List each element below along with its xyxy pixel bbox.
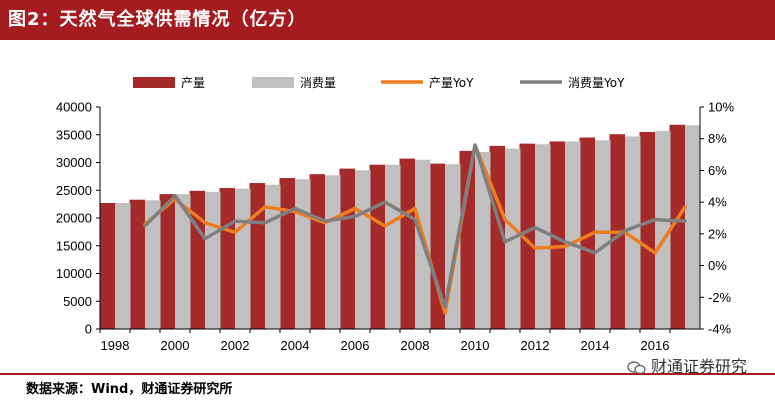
right-tick-label: 4% bbox=[708, 195, 727, 210]
left-tick-label: 40000 bbox=[56, 100, 92, 115]
legend-swatch bbox=[133, 77, 175, 88]
source-note: 数据来源：Wind，财通证券研究所 bbox=[26, 382, 233, 397]
x-tick-label: 2014 bbox=[581, 338, 610, 353]
legend-item: 产量YoY bbox=[381, 76, 474, 90]
left-tick-label: 20000 bbox=[56, 211, 92, 226]
left-tick-label: 0 bbox=[85, 322, 92, 337]
bar-production bbox=[339, 168, 355, 329]
line-consumption-yoy bbox=[143, 143, 687, 309]
chart-title: 图2：天然气全球供需情况（亿方） bbox=[8, 9, 307, 30]
bar-production bbox=[279, 178, 295, 329]
right-tick-label: 2% bbox=[708, 226, 727, 241]
bar-production bbox=[159, 194, 175, 329]
footer-divider bbox=[0, 373, 775, 375]
bar-production bbox=[669, 124, 685, 329]
x-tick-label: 2004 bbox=[281, 338, 310, 353]
bar-consumption bbox=[205, 191, 221, 329]
left-tick-label: 10000 bbox=[56, 266, 92, 281]
x-tick-label: 2008 bbox=[401, 338, 430, 353]
bar-consumption bbox=[175, 194, 191, 329]
bar-production bbox=[549, 141, 565, 329]
bar-production bbox=[579, 137, 595, 329]
bar-production bbox=[129, 199, 145, 329]
right-tick-label: 0% bbox=[708, 258, 727, 273]
legend-label: 消费量YoY bbox=[568, 76, 625, 90]
watermark: 财通证券研究 bbox=[627, 356, 747, 378]
line-production-yoy bbox=[143, 143, 687, 315]
x-tick-label: 2016 bbox=[641, 338, 670, 353]
bar-production bbox=[189, 190, 205, 329]
bar-production bbox=[249, 183, 265, 329]
bar-consumption bbox=[625, 136, 641, 329]
x-tick-label: 2006 bbox=[341, 338, 370, 353]
legend-label: 产量YoY bbox=[429, 76, 474, 90]
bar-consumption bbox=[295, 179, 311, 329]
legend-label: 产量 bbox=[181, 76, 205, 90]
bar-consumption bbox=[385, 164, 401, 329]
bar-consumption bbox=[325, 175, 341, 329]
bar-production bbox=[99, 203, 115, 329]
x-tick-label: 2010 bbox=[461, 338, 490, 353]
title-bar: 图2：天然气全球供需情况（亿方） bbox=[0, 0, 775, 40]
left-tick-label: 30000 bbox=[56, 155, 92, 170]
bar-consumption bbox=[355, 170, 371, 329]
left-tick-label: 35000 bbox=[56, 127, 92, 142]
left-tick-label: 5000 bbox=[63, 294, 92, 309]
bar-production bbox=[429, 163, 445, 329]
right-tick-label: -4% bbox=[708, 322, 732, 337]
bar-consumption bbox=[535, 144, 551, 329]
bar-consumption bbox=[145, 200, 161, 329]
bar-consumption bbox=[655, 130, 671, 329]
x-tick-label: 2000 bbox=[161, 338, 190, 353]
x-tick-label: 2002 bbox=[221, 338, 250, 353]
right-tick-label: -2% bbox=[708, 290, 732, 305]
bar-consumption bbox=[235, 188, 251, 329]
bar-production bbox=[309, 174, 325, 329]
bar-consumption bbox=[565, 141, 581, 329]
wechat-icon bbox=[627, 360, 646, 374]
right-tick-label: 10% bbox=[708, 100, 734, 115]
chart: 0 5000 10000 15000 20000 25000 30000 35000 40000… bbox=[56, 76, 735, 353]
right-tick-label: 8% bbox=[708, 131, 727, 146]
bar-consumption bbox=[115, 203, 131, 329]
bar-consumption bbox=[595, 140, 611, 329]
x-tick-label: 1998 bbox=[101, 338, 130, 353]
left-tick-label: 25000 bbox=[56, 183, 92, 198]
legend-item: 产量 bbox=[133, 76, 205, 90]
legend-label: 消费量 bbox=[300, 76, 336, 90]
watermark-text: 财通证券研究 bbox=[650, 357, 747, 376]
legend-item: 消费量 bbox=[252, 76, 336, 90]
right-tick-label: 6% bbox=[708, 163, 727, 178]
bar-production bbox=[519, 143, 535, 329]
bar-production bbox=[459, 150, 475, 329]
bar-production bbox=[639, 131, 655, 329]
legend-swatch bbox=[252, 77, 294, 88]
bar-consumption bbox=[475, 151, 491, 329]
x-tick-label: 2012 bbox=[521, 338, 550, 353]
bar-consumption bbox=[685, 125, 701, 329]
bar-production bbox=[219, 188, 235, 329]
legend-item: 消费量YoY bbox=[520, 76, 625, 90]
left-tick-label: 15000 bbox=[56, 238, 92, 253]
bar-production bbox=[399, 158, 415, 329]
bar-production bbox=[369, 164, 385, 329]
